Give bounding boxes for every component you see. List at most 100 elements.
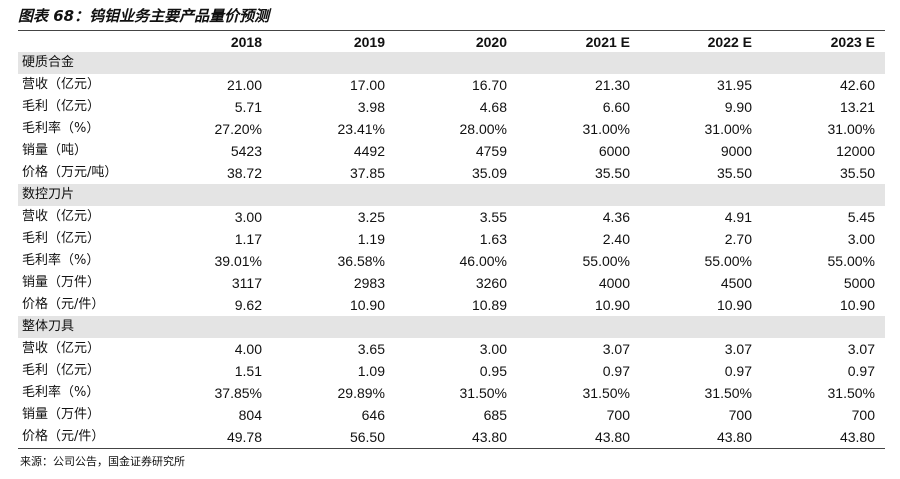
cell-value: 37.85% (214, 385, 262, 401)
cell-value: 2983 (353, 275, 385, 291)
cell-value: 3.07 (724, 341, 752, 357)
cell-value: 2.70 (724, 231, 752, 247)
column-header: 2019 (353, 34, 385, 50)
cell-value: 10.90 (716, 297, 752, 313)
section-band (18, 184, 885, 206)
cell-value: 3117 (231, 275, 262, 291)
cell-value: 49.78 (226, 429, 262, 445)
column-header: 2018 (230, 34, 262, 50)
cell-value: 5423 (230, 143, 262, 159)
cell-value: 3.00 (479, 341, 507, 357)
section-name: 数控刀片 (22, 187, 75, 202)
cell-value: 2.40 (602, 231, 630, 247)
cell-value: 10.89 (471, 297, 507, 313)
cell-value: 4500 (720, 275, 752, 291)
cell-value: 700 (606, 407, 630, 423)
cell-value: 31.00% (582, 121, 630, 137)
title-rule (18, 30, 885, 31)
cell-value: 3.25 (357, 209, 385, 225)
source: 来源：公司公告，国金证券研究所 (20, 455, 185, 468)
cell-value: 9.90 (724, 99, 752, 115)
row-label: 销量（吨） (22, 143, 88, 158)
cell-value: 3.98 (357, 99, 385, 115)
cell-value: 0.97 (724, 363, 752, 379)
cell-value: 21.30 (594, 77, 630, 93)
row-label: 价格（万元/吨） (22, 165, 118, 180)
cell-value: 35.50 (716, 165, 752, 181)
row-label: 营收（亿元） (22, 209, 101, 224)
cell-value: 1.09 (357, 363, 385, 379)
cell-value: 31.95 (716, 77, 752, 93)
cell-value: 646 (361, 407, 385, 423)
title: 图表 68：钨钼业务主要产品量价预测 (18, 7, 270, 25)
cell-value: 3.65 (357, 341, 385, 357)
cell-value: 700 (728, 407, 752, 423)
cell-value: 46.00% (459, 253, 507, 269)
cell-value: 56.50 (349, 429, 385, 445)
cell-value: 0.95 (479, 363, 507, 379)
row-label: 毛利率（%） (22, 253, 100, 268)
cell-value: 43.80 (471, 429, 507, 445)
row-label: 营收（亿元） (22, 341, 101, 356)
cell-value: 6000 (598, 143, 630, 159)
cell-value: 31.00% (704, 121, 752, 137)
row-label: 毛利率（%） (22, 121, 100, 136)
cell-value: 43.80 (716, 429, 752, 445)
cell-value: 685 (483, 407, 507, 423)
cell-value: 10.90 (839, 297, 875, 313)
cell-value: 31.00% (827, 121, 875, 137)
section-name: 硬质合金 (22, 55, 75, 70)
row-label: 价格（元/件） (22, 297, 105, 312)
column-header: 2022 E (707, 34, 752, 50)
cell-value: 38.72 (226, 165, 262, 181)
cell-value: 31.50% (582, 385, 630, 401)
cell-value: 9000 (720, 143, 752, 159)
cell-value: 3.00 (847, 231, 875, 247)
cell-value: 17.00 (349, 77, 385, 93)
cell-value: 4000 (598, 275, 630, 291)
cell-value: 4.91 (724, 209, 752, 225)
cell-value: 5.45 (847, 209, 875, 225)
cell-value: 13.21 (839, 99, 875, 115)
cell-value: 3260 (475, 275, 507, 291)
cell-value: 0.97 (847, 363, 875, 379)
cell-value: 804 (238, 407, 262, 423)
cell-value: 1.63 (479, 231, 507, 247)
cell-value: 3.55 (479, 209, 507, 225)
section-band (18, 316, 885, 338)
cell-value: 35.50 (839, 165, 875, 181)
cell-value: 6.60 (602, 99, 630, 115)
cell-value: 31.50% (704, 385, 752, 401)
cell-value: 4.36 (602, 209, 630, 225)
cell-value: 4.00 (234, 341, 262, 357)
cell-value: 37.85 (349, 165, 385, 181)
row-label: 毛利（亿元） (22, 99, 101, 114)
bottom-rule (18, 448, 885, 449)
section-name: 整体刀具 (22, 319, 75, 334)
cell-value: 10.90 (594, 297, 630, 313)
cell-value: 35.09 (471, 165, 507, 181)
cell-value: 10.90 (349, 297, 385, 313)
cell-value: 4492 (353, 143, 385, 159)
cell-value: 23.41% (337, 121, 385, 137)
cell-value: 55.00% (827, 253, 875, 269)
cell-value: 12000 (836, 143, 875, 159)
cell-value: 28.00% (459, 121, 507, 137)
cell-value: 1.19 (357, 231, 385, 247)
row-label: 销量（万件） (22, 275, 101, 290)
cell-value: 27.20% (214, 121, 262, 137)
cell-value: 55.00% (704, 253, 752, 269)
cell-value: 43.80 (839, 429, 875, 445)
column-header: 2021 E (585, 34, 630, 50)
cell-value: 16.70 (471, 77, 507, 93)
cell-value: 3.07 (602, 341, 630, 357)
cell-value: 9.62 (234, 297, 262, 313)
cell-value: 700 (851, 407, 875, 423)
cell-value: 3.07 (847, 341, 875, 357)
cell-value: 0.97 (602, 363, 630, 379)
row-label: 销量（万件） (22, 407, 101, 422)
cell-value: 42.60 (839, 77, 875, 93)
row-label: 营收（亿元） (22, 77, 101, 92)
cell-value: 35.50 (594, 165, 630, 181)
